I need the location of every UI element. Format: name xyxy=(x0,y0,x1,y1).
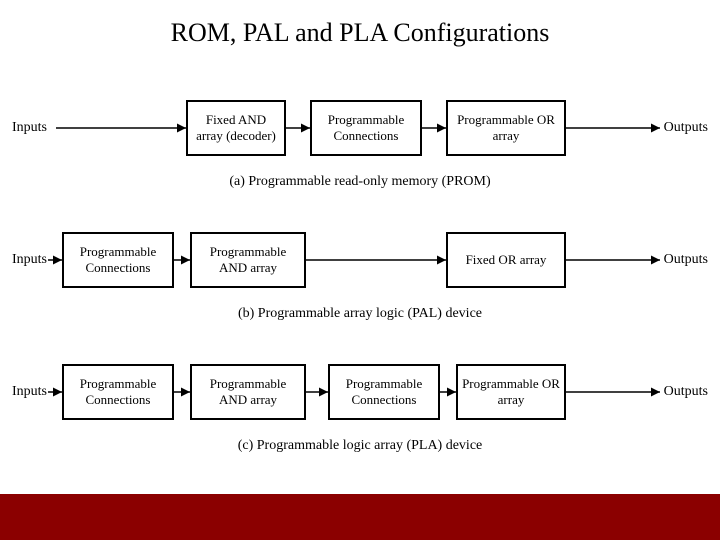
box-prog-or-array: Programmable OR array xyxy=(446,100,566,156)
box-text: Programmable Connections xyxy=(68,376,168,409)
box-prog-connections: Programmable Connections xyxy=(62,232,174,288)
caption-pal: (b) Programmable array logic (PAL) devic… xyxy=(0,306,720,322)
inputs-label: Inputs xyxy=(12,252,47,268)
box-prog-or-array: Programmable OR array xyxy=(456,364,566,420)
row-prom: Inputs Fixed AND array (decoder) Program… xyxy=(0,92,720,164)
caption-pla: (c) Programmable logic array (PLA) devic… xyxy=(0,438,720,454)
inputs-label: Inputs xyxy=(12,120,47,136)
row-pal: Inputs Programmable Connections Programm… xyxy=(0,224,720,296)
box-text: Programmable Connections xyxy=(68,244,168,277)
caption-prom: (a) Programmable read-only memory (PROM) xyxy=(0,174,720,190)
footer-band xyxy=(0,494,720,540)
box-prog-and-array: Programmable AND array xyxy=(190,232,306,288)
box-text: Programmable AND array xyxy=(196,376,300,409)
box-prog-connections: Programmable Connections xyxy=(310,100,422,156)
outputs-label: Outputs xyxy=(664,120,708,136)
outputs-label: Outputs xyxy=(664,252,708,268)
box-text: Programmable Connections xyxy=(316,112,416,145)
outputs-label: Outputs xyxy=(664,384,708,400)
box-fixed-and-decoder: Fixed AND array (decoder) xyxy=(186,100,286,156)
box-text: Programmable Connections xyxy=(334,376,434,409)
box-text: Fixed AND array (decoder) xyxy=(192,112,280,145)
box-text: Fixed OR array xyxy=(466,252,547,268)
box-fixed-or-array: Fixed OR array xyxy=(446,232,566,288)
row-pla: Inputs Programmable Connections Programm… xyxy=(0,356,720,428)
box-text: Programmable OR array xyxy=(462,376,560,409)
inputs-label: Inputs xyxy=(12,384,47,400)
box-prog-connections: Programmable Connections xyxy=(62,364,174,420)
box-prog-connections: Programmable Connections xyxy=(328,364,440,420)
box-text: Programmable AND array xyxy=(196,244,300,277)
box-text: Programmable OR array xyxy=(452,112,560,145)
page-title: ROM, PAL and PLA Configurations xyxy=(0,0,720,58)
box-prog-and-array: Programmable AND array xyxy=(190,364,306,420)
